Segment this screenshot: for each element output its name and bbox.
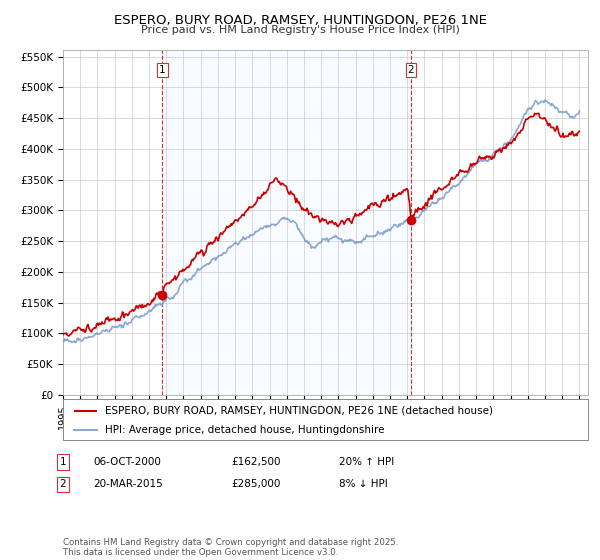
Bar bbox=[163, 50, 411, 395]
Text: 1: 1 bbox=[159, 65, 166, 75]
Text: 20% ↑ HPI: 20% ↑ HPI bbox=[339, 457, 394, 467]
Text: 20-MAR-2015: 20-MAR-2015 bbox=[93, 479, 163, 489]
Text: 2: 2 bbox=[59, 479, 67, 489]
Text: £162,500: £162,500 bbox=[231, 457, 281, 467]
Text: HPI: Average price, detached house, Huntingdonshire: HPI: Average price, detached house, Hunt… bbox=[105, 424, 385, 435]
Text: 1: 1 bbox=[59, 457, 67, 467]
Text: Contains HM Land Registry data © Crown copyright and database right 2025.
This d: Contains HM Land Registry data © Crown c… bbox=[63, 538, 398, 557]
Text: 8% ↓ HPI: 8% ↓ HPI bbox=[339, 479, 388, 489]
Text: £285,000: £285,000 bbox=[231, 479, 280, 489]
Text: 2: 2 bbox=[408, 65, 415, 75]
Text: 06-OCT-2000: 06-OCT-2000 bbox=[93, 457, 161, 467]
Text: Price paid vs. HM Land Registry's House Price Index (HPI): Price paid vs. HM Land Registry's House … bbox=[140, 25, 460, 35]
Text: ESPERO, BURY ROAD, RAMSEY, HUNTINGDON, PE26 1NE (detached house): ESPERO, BURY ROAD, RAMSEY, HUNTINGDON, P… bbox=[105, 405, 493, 416]
Text: ESPERO, BURY ROAD, RAMSEY, HUNTINGDON, PE26 1NE: ESPERO, BURY ROAD, RAMSEY, HUNTINGDON, P… bbox=[113, 14, 487, 27]
